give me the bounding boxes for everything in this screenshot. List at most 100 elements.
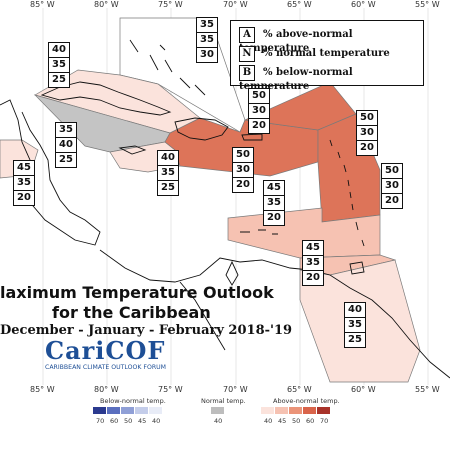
prob-above: 50 bbox=[233, 148, 253, 163]
prob-above: 50 bbox=[357, 111, 377, 126]
lon-label-70w: 70° W bbox=[223, 0, 248, 9]
prob-below: 25 bbox=[348, 334, 362, 345]
prob-box-bahamas: 35 35 30 bbox=[196, 17, 218, 63]
colorbar-below-swatch bbox=[135, 407, 148, 414]
map-period: December - January - February 2018-'19 bbox=[0, 323, 293, 338]
lon-label-bottom-60w: 60° W bbox=[351, 385, 376, 394]
prob-below: 25 bbox=[161, 182, 175, 193]
prob-box-jamaica: 40 35 25 bbox=[157, 150, 179, 196]
lon-label-85w: 85° W bbox=[30, 0, 55, 9]
prob-box-windward-islands: 50 30 20 bbox=[381, 163, 403, 209]
colorbar-normal-label: Normal temp. bbox=[201, 397, 246, 405]
colorbar-below-tick: 60 bbox=[110, 417, 119, 425]
prob-normal: 30 bbox=[382, 179, 402, 194]
prob-above: 50 bbox=[249, 89, 269, 104]
prob-above: 40 bbox=[49, 43, 69, 58]
colorbar-below-tick: 50 bbox=[124, 417, 133, 425]
prob-normal: 35 bbox=[345, 318, 365, 333]
prob-above: 45 bbox=[14, 161, 34, 176]
prob-normal: 35 bbox=[14, 176, 34, 191]
legend-letter-b: B bbox=[239, 65, 255, 81]
prob-below: 20 bbox=[252, 120, 266, 131]
prob-below: 25 bbox=[52, 74, 66, 85]
lon-label-bottom-65w: 65° W bbox=[287, 385, 312, 394]
prob-normal: 35 bbox=[158, 166, 178, 181]
lon-label-bottom-55w: 55° W bbox=[415, 385, 440, 394]
legend-letter-n: N bbox=[239, 46, 255, 62]
prob-above: 45 bbox=[264, 181, 284, 196]
legend-row-normal: N % normal temperature bbox=[239, 46, 390, 62]
lon-label-60w: 60° W bbox=[351, 0, 376, 9]
colorbar-above-tick: 60 bbox=[306, 417, 315, 425]
colorbar-below-label: Below-normal temp. bbox=[100, 397, 166, 405]
logo-tagline: CARIBBEAN CLIMATE OUTLOOK FORUM bbox=[45, 364, 167, 371]
prob-normal: 35 bbox=[49, 58, 69, 73]
lon-label-bottom-85w: 85° W bbox=[30, 385, 55, 394]
legend-text-above: % above-normal temperature bbox=[239, 29, 353, 54]
prob-above: 40 bbox=[158, 151, 178, 166]
map-title: laximum Temperature Outlook bbox=[0, 283, 274, 302]
legend-row-above: A% above-normal temperature bbox=[239, 27, 423, 54]
colorbar-above-label: Above-normal temp. bbox=[273, 397, 340, 405]
prob-box-leeward-islands: 50 30 20 bbox=[356, 110, 378, 156]
prob-below: 20 bbox=[267, 212, 281, 223]
colorbar-above-tick: 50 bbox=[292, 417, 301, 425]
colorbar-below-tick: 70 bbox=[96, 417, 105, 425]
legend-letter-a: A bbox=[239, 27, 255, 43]
prob-below: 25 bbox=[59, 154, 73, 165]
logo-wordmark: CariCOF bbox=[45, 336, 166, 365]
prob-box-cayman: 35 40 25 bbox=[55, 122, 77, 168]
prob-below: 20 bbox=[17, 192, 31, 203]
colorbar-below-swatch bbox=[149, 407, 162, 414]
coastlines bbox=[0, 39, 450, 379]
prob-box-turks-caicos: 50 30 20 bbox=[248, 88, 270, 134]
colorbar-normal-swatch bbox=[211, 407, 224, 414]
prob-below: 20 bbox=[236, 179, 250, 190]
prob-below: 20 bbox=[306, 272, 320, 283]
prob-normal: 35 bbox=[303, 256, 323, 271]
abn-legend: A% above-normal temperature N % normal te… bbox=[230, 20, 424, 92]
colorbar-above-swatch bbox=[275, 407, 288, 414]
prob-normal: 30 bbox=[249, 104, 269, 119]
colorbar-above-tick: 45 bbox=[278, 417, 287, 425]
lon-label-65w: 65° W bbox=[287, 0, 312, 9]
prob-above: 35 bbox=[56, 123, 76, 138]
prob-below: 30 bbox=[200, 49, 214, 60]
prob-box-hispaniola: 50 30 20 bbox=[232, 147, 254, 193]
colorbar-below-tick: 40 bbox=[152, 417, 161, 425]
prob-below: 20 bbox=[360, 142, 374, 153]
colorbar-above-tick: 40 bbox=[264, 417, 273, 425]
prob-box-trinidad: 45 35 20 bbox=[302, 240, 324, 286]
prob-box-abc-islands: 45 35 20 bbox=[263, 180, 285, 226]
colorbar-above-swatch bbox=[303, 407, 316, 414]
prob-normal: 40 bbox=[56, 138, 76, 153]
map-title-line2: for the Caribbean bbox=[52, 303, 211, 322]
colorbar-below-swatch bbox=[93, 407, 106, 414]
colorbar-below-tick: 45 bbox=[138, 417, 147, 425]
prob-normal: 35 bbox=[197, 33, 217, 48]
lon-label-75w: 75° W bbox=[158, 0, 183, 9]
colorbar-below-swatch bbox=[107, 407, 120, 414]
prob-above: 50 bbox=[382, 164, 402, 179]
legend-text-normal: % normal temperature bbox=[263, 48, 390, 59]
prob-box-guianas: 40 35 25 bbox=[344, 302, 366, 348]
prob-box-central-america: 45 35 20 bbox=[13, 160, 35, 206]
lon-label-55w: 55° W bbox=[415, 0, 440, 9]
legend-text-below: % below-normal temperature bbox=[239, 67, 353, 92]
lon-label-bottom-80w: 80° W bbox=[94, 385, 119, 394]
prob-below: 20 bbox=[385, 195, 399, 206]
colorbar-normal-tick: 40 bbox=[214, 417, 223, 425]
prob-normal: 30 bbox=[357, 126, 377, 141]
colorbar-above-swatch bbox=[289, 407, 302, 414]
legend-row-below: B% below-normal temperature bbox=[239, 65, 423, 92]
caricof-logo: CariCOF CARIBBEAN CLIMATE OUTLOOK FORUM bbox=[45, 338, 166, 372]
colorbar-below-swatch bbox=[121, 407, 134, 414]
prob-normal: 30 bbox=[233, 163, 253, 178]
prob-normal: 35 bbox=[264, 196, 284, 211]
colorbar-above-swatch bbox=[261, 407, 274, 414]
prob-above: 45 bbox=[303, 241, 323, 256]
prob-above: 40 bbox=[345, 303, 365, 318]
lon-label-bottom-70w: 70° W bbox=[223, 385, 248, 394]
prob-box-cuba: 40 35 25 bbox=[48, 42, 70, 88]
lon-label-80w: 80° W bbox=[94, 0, 119, 9]
